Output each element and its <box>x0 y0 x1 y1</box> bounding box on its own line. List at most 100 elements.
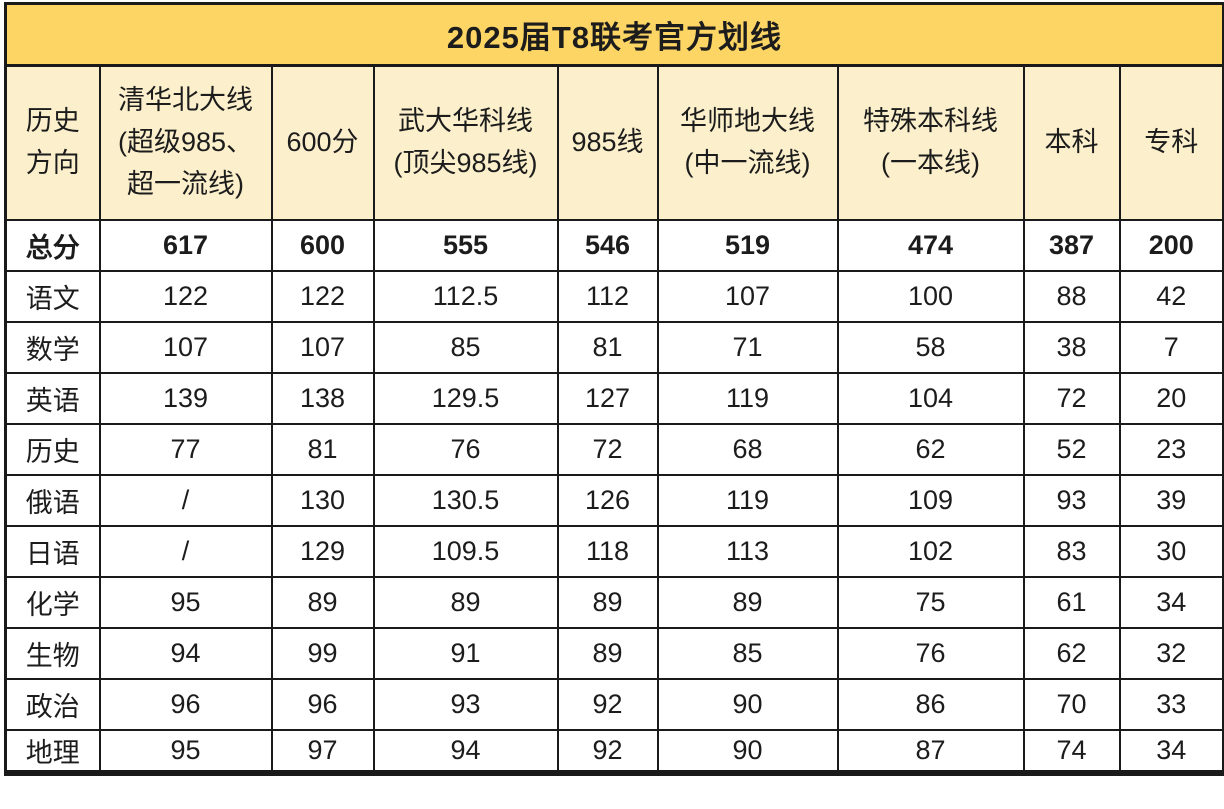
column-header: 清华北大线 (超级985、 超一流线) <box>98 64 273 221</box>
column-header: 600分 <box>270 64 375 221</box>
table-row: 总分 617 600 555 546 519 474 387 200 <box>4 218 1224 272</box>
corner-header-direction: 历史 方向 <box>4 64 101 221</box>
row-label: 生物 <box>4 626 101 680</box>
score-cell: 81 <box>556 320 659 374</box>
score-cell: 62 <box>1022 626 1121 680</box>
score-cell: 129.5 <box>372 371 559 425</box>
score-cell: 30 <box>1118 524 1224 578</box>
row-label: 数学 <box>4 320 101 374</box>
score-cell: 34 <box>1118 728 1224 776</box>
score-cell: 100 <box>836 269 1025 323</box>
score-cell: 95 <box>98 575 273 629</box>
score-cell: 52 <box>1022 422 1121 476</box>
score-cell: 94 <box>372 728 559 776</box>
score-cell: 555 <box>372 218 559 272</box>
score-cell: 119 <box>656 473 839 527</box>
score-cell: 85 <box>372 320 559 374</box>
row-label: 化学 <box>4 575 101 629</box>
score-cell: 129 <box>270 524 375 578</box>
score-cell: 90 <box>656 728 839 776</box>
table-row: 俄语/130 130.5 126 119 109 93 39 <box>4 473 1224 527</box>
score-cell: 76 <box>372 422 559 476</box>
score-cell: 126 <box>556 473 659 527</box>
score-cell: 89 <box>556 626 659 680</box>
table-body: 总分 617 600 555 546 519 474 387 200 语文 122 122 112.5 1… <box>4 218 1224 776</box>
score-cell: 92 <box>556 728 659 776</box>
column-header: 特殊本科线 (一本线) <box>836 64 1025 221</box>
score-cell: 92 <box>556 677 659 731</box>
table-row: 地理 95 97 94 92 90 87 74 34 <box>4 728 1224 776</box>
score-cell: 34 <box>1118 575 1224 629</box>
score-cell: 96 <box>98 677 273 731</box>
score-cell: 61 <box>1022 575 1121 629</box>
score-table: 2025届T8联考官方划线 历史 方向 清华北大线 (超级985、 超一流线) 6… <box>4 2 1224 776</box>
score-cell: 77 <box>98 422 273 476</box>
table-row: 语文 122 122 112.5 112 107 100 88 42 <box>4 269 1224 323</box>
table-row: 数学 107 107 85 81 71 58 38 7 <box>4 320 1224 374</box>
score-cell: 72 <box>1022 371 1121 425</box>
page-title: 2025届T8联考官方划线 <box>4 2 1224 67</box>
table-title-row: 2025届T8联考官方划线 <box>4 2 1224 67</box>
score-cell: 20 <box>1118 371 1224 425</box>
score-cell: 23 <box>1118 422 1224 476</box>
score-cell: 130.5 <box>372 473 559 527</box>
score-cell: 127 <box>556 371 659 425</box>
table-row: 生物 94 99 91 89 85 76 62 32 <box>4 626 1224 680</box>
score-cell: / <box>98 473 273 527</box>
score-cell: 58 <box>836 320 1025 374</box>
row-label: 俄语 <box>4 473 101 527</box>
score-cell: 96 <box>270 677 375 731</box>
score-cell: 387 <box>1022 218 1121 272</box>
score-cell: 39 <box>1118 473 1224 527</box>
row-label: 总分 <box>4 218 101 272</box>
score-cell: 107 <box>656 269 839 323</box>
score-cell: 75 <box>836 575 1025 629</box>
table-row: 政治 96 96 93 92 90 86 70 33 <box>4 677 1224 731</box>
row-label: 政治 <box>4 677 101 731</box>
table-row: 日语/129 109.5 118 113 102 83 30 <box>4 524 1224 578</box>
row-label: 历史 <box>4 422 101 476</box>
score-cell: 7 <box>1118 320 1224 374</box>
score-cell: 130 <box>270 473 375 527</box>
score-cell: 119 <box>656 371 839 425</box>
score-cell: 93 <box>372 677 559 731</box>
score-cell: 112.5 <box>372 269 559 323</box>
score-cell: 200 <box>1118 218 1224 272</box>
score-cell: 122 <box>98 269 273 323</box>
score-cell: 71 <box>656 320 839 374</box>
score-cell: 33 <box>1118 677 1224 731</box>
score-cell: 89 <box>270 575 375 629</box>
score-cell: 109.5 <box>372 524 559 578</box>
column-header: 华师地大线 (中一流线) <box>656 64 839 221</box>
score-cell: 90 <box>656 677 839 731</box>
score-cell: 32 <box>1118 626 1224 680</box>
row-label: 英语 <box>4 371 101 425</box>
score-cell: 89 <box>656 575 839 629</box>
score-cell: 617 <box>98 218 273 272</box>
column-header: 985线 <box>556 64 659 221</box>
score-cell: 86 <box>836 677 1025 731</box>
column-header: 专科 <box>1118 64 1224 221</box>
score-cell: 72 <box>556 422 659 476</box>
table-row: 历史 77 81 76 72 68 62 52 23 <box>4 422 1224 476</box>
score-cell: 102 <box>836 524 1025 578</box>
score-cell: 89 <box>372 575 559 629</box>
score-cell: 546 <box>556 218 659 272</box>
score-cell: 70 <box>1022 677 1121 731</box>
score-cell: 122 <box>270 269 375 323</box>
score-cell: 600 <box>270 218 375 272</box>
score-cell: 107 <box>98 320 273 374</box>
score-cell: 99 <box>270 626 375 680</box>
row-label: 日语 <box>4 524 101 578</box>
score-cell: 118 <box>556 524 659 578</box>
score-cell: 42 <box>1118 269 1224 323</box>
score-cell: 95 <box>98 728 273 776</box>
column-header: 武大华科线 (顶尖985线) <box>372 64 559 221</box>
score-cell: 112 <box>556 269 659 323</box>
score-cell: 89 <box>556 575 659 629</box>
row-label: 语文 <box>4 269 101 323</box>
score-cell: 85 <box>656 626 839 680</box>
score-cell: 138 <box>270 371 375 425</box>
score-cell: 91 <box>372 626 559 680</box>
